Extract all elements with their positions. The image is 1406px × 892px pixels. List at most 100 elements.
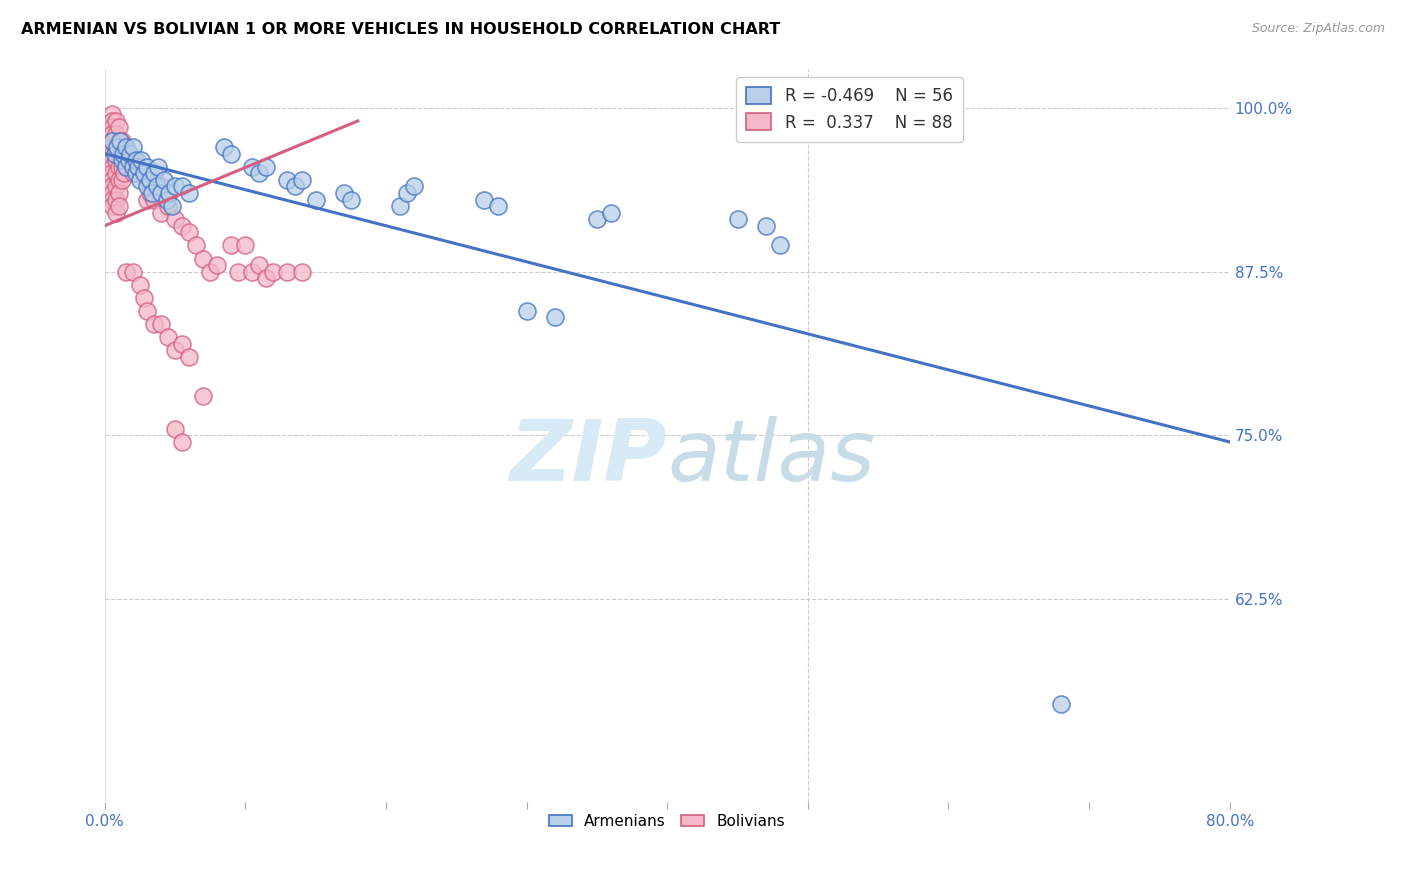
- Text: ARMENIAN VS BOLIVIAN 1 OR MORE VEHICLES IN HOUSEHOLD CORRELATION CHART: ARMENIAN VS BOLIVIAN 1 OR MORE VEHICLES …: [21, 22, 780, 37]
- Point: [402, 179, 425, 194]
- Point: [240, 264, 263, 278]
- Point: [184, 238, 207, 252]
- Point: [117, 153, 139, 168]
- Point: [219, 146, 242, 161]
- Point: [1050, 697, 1073, 711]
- Point: [110, 153, 132, 168]
- Point: [100, 134, 122, 148]
- Point: [132, 291, 155, 305]
- Point: [138, 186, 160, 200]
- Point: [128, 173, 150, 187]
- Point: [488, 199, 510, 213]
- Point: [170, 219, 193, 233]
- Point: [100, 134, 122, 148]
- Point: [104, 153, 127, 168]
- Point: [100, 153, 122, 168]
- Point: [191, 252, 214, 266]
- Point: [121, 166, 143, 180]
- Point: [107, 120, 129, 135]
- Point: [107, 199, 129, 213]
- Point: [290, 173, 312, 187]
- Point: [163, 343, 186, 358]
- Point: [118, 146, 141, 161]
- Point: [104, 127, 127, 141]
- Point: [145, 179, 167, 194]
- Point: [135, 193, 157, 207]
- Point: [111, 146, 134, 161]
- Point: [127, 160, 149, 174]
- Point: [121, 160, 143, 174]
- Point: [104, 140, 127, 154]
- Point: [121, 153, 143, 168]
- Point: [157, 186, 180, 200]
- Legend: Armenians, Bolivians: Armenians, Bolivians: [543, 808, 792, 835]
- Point: [240, 160, 263, 174]
- Point: [163, 422, 186, 436]
- Point: [332, 186, 354, 200]
- Point: [769, 238, 792, 252]
- Point: [290, 264, 312, 278]
- Point: [100, 114, 122, 128]
- Point: [112, 153, 135, 168]
- Point: [135, 304, 157, 318]
- Point: [100, 199, 122, 213]
- Text: ZIP: ZIP: [509, 416, 668, 499]
- Point: [124, 153, 146, 168]
- Point: [100, 166, 122, 180]
- Point: [205, 258, 228, 272]
- Point: [103, 146, 125, 161]
- Point: [283, 179, 305, 194]
- Point: [149, 186, 172, 200]
- Point: [100, 146, 122, 161]
- Point: [112, 166, 135, 180]
- Point: [100, 140, 122, 154]
- Point: [100, 120, 122, 135]
- Point: [276, 264, 298, 278]
- Point: [727, 212, 749, 227]
- Point: [149, 179, 172, 194]
- Point: [107, 186, 129, 200]
- Point: [114, 160, 136, 174]
- Point: [198, 264, 221, 278]
- Point: [142, 193, 165, 207]
- Point: [276, 173, 298, 187]
- Point: [110, 160, 132, 174]
- Text: atlas: atlas: [668, 416, 875, 499]
- Point: [233, 238, 256, 252]
- Point: [142, 317, 165, 331]
- Point: [104, 193, 127, 207]
- Point: [114, 264, 136, 278]
- Point: [107, 134, 129, 148]
- Point: [129, 153, 152, 168]
- Point: [110, 146, 132, 161]
- Point: [226, 264, 249, 278]
- Point: [156, 199, 179, 213]
- Point: [135, 173, 157, 187]
- Point: [600, 205, 623, 219]
- Point: [254, 160, 277, 174]
- Point: [395, 186, 418, 200]
- Point: [146, 160, 169, 174]
- Point: [160, 199, 183, 213]
- Point: [191, 389, 214, 403]
- Point: [339, 193, 361, 207]
- Point: [128, 166, 150, 180]
- Point: [516, 304, 538, 318]
- Point: [104, 179, 127, 194]
- Point: [108, 134, 131, 148]
- Point: [544, 310, 567, 325]
- Point: [304, 193, 326, 207]
- Point: [247, 166, 270, 180]
- Point: [155, 193, 177, 207]
- Point: [121, 264, 143, 278]
- Point: [118, 153, 141, 168]
- Point: [100, 173, 122, 187]
- Point: [100, 127, 122, 141]
- Point: [100, 186, 122, 200]
- Point: [114, 140, 136, 154]
- Point: [177, 186, 200, 200]
- Point: [100, 107, 122, 121]
- Point: [104, 205, 127, 219]
- Point: [177, 225, 200, 239]
- Point: [170, 179, 193, 194]
